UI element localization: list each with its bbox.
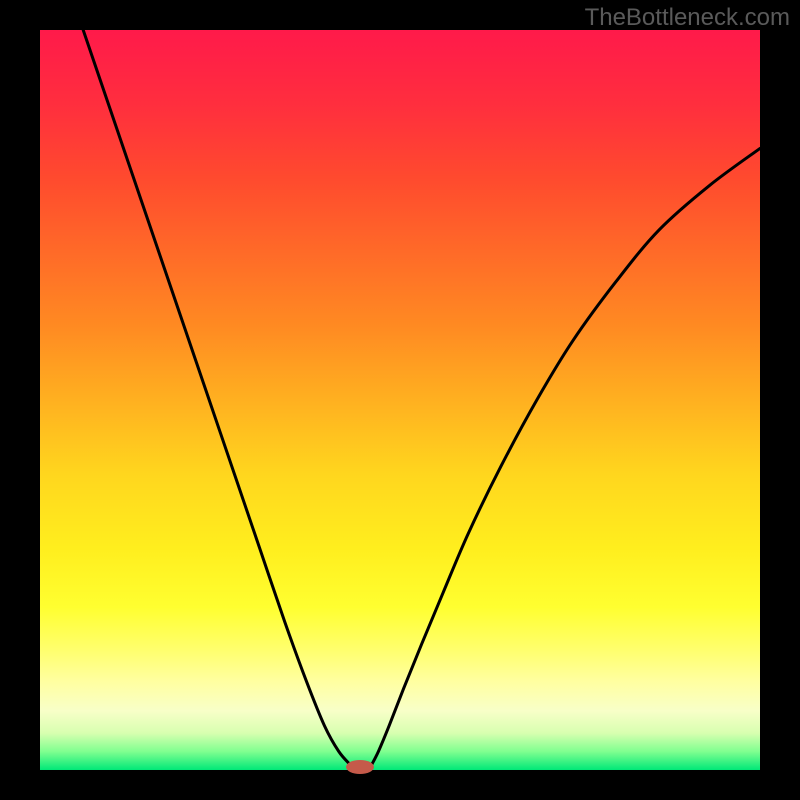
optimal-point-marker xyxy=(346,760,374,774)
watermark-text: TheBottleneck.com xyxy=(585,4,790,32)
chart-container: TheBottleneck.com xyxy=(0,0,800,800)
plot-area xyxy=(40,30,760,770)
bottleneck-curve xyxy=(40,30,760,770)
